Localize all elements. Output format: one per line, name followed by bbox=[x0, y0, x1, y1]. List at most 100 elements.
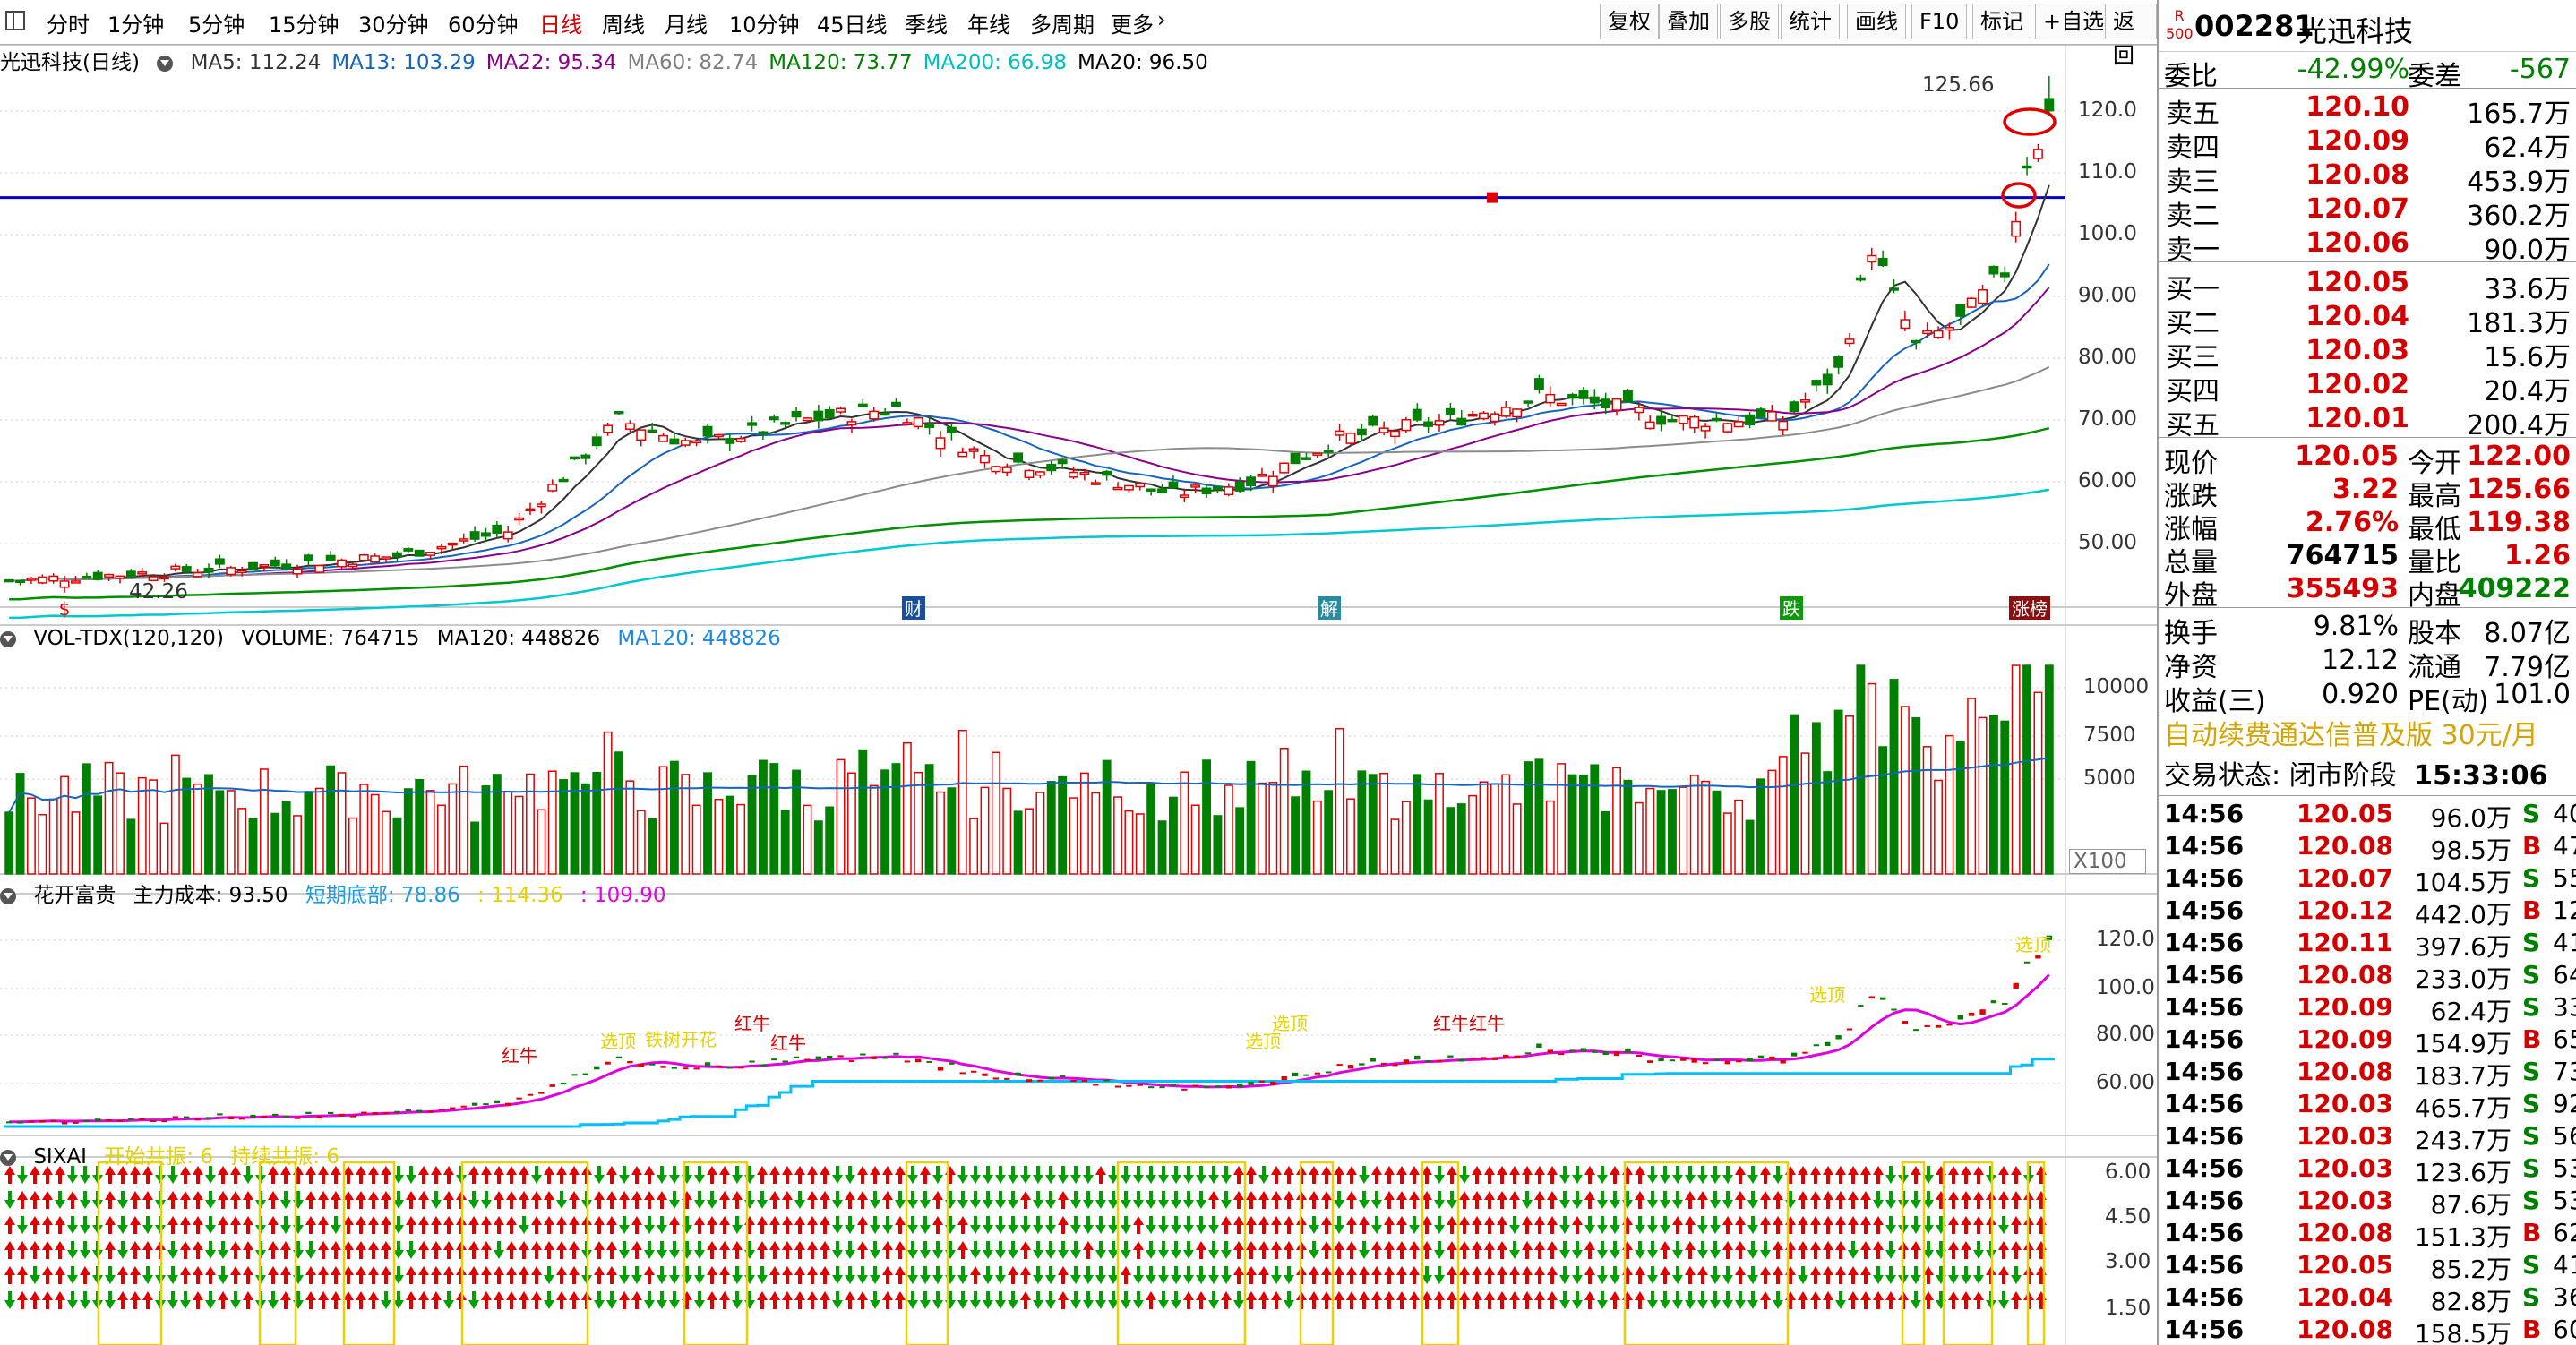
period-tab[interactable]: 45日线 bbox=[817, 13, 888, 38]
volume-bar bbox=[159, 822, 169, 875]
hk-candle bbox=[261, 1115, 268, 1118]
ask-row[interactable]: 卖三 120.08 453.9万 bbox=[2159, 158, 2576, 198]
volume-bar bbox=[1479, 781, 1489, 875]
promo-banner[interactable]: 自动续费通达信普及版 30元/月 bbox=[2164, 720, 2538, 751]
sixai-down-arrow bbox=[657, 1241, 667, 1259]
period-tab[interactable]: 多周期 bbox=[1030, 13, 1095, 38]
vol-axis-tick: 10000 bbox=[2083, 675, 2150, 698]
hk-candle bbox=[538, 1092, 545, 1094]
hk-candle bbox=[1514, 1055, 1520, 1058]
hk-annotation: 选顶 bbox=[600, 1031, 636, 1052]
sixai-down-arrow bbox=[1221, 1266, 1232, 1284]
sixai-up-arrow bbox=[1760, 1216, 1771, 1234]
sixai-down-arrow bbox=[1183, 1241, 1194, 1259]
toolbar-button[interactable]: 叠加 bbox=[1659, 4, 1718, 39]
sixai-up-arrow bbox=[443, 1191, 454, 1209]
volume-bar bbox=[1778, 756, 1788, 875]
chart-area[interactable]: 分时 1分钟 5分钟 15分钟 30分钟 60分钟 日线 周线 月线 10分钟 45日线 季线 年线 多周… bbox=[0, 0, 2157, 1345]
bid-row[interactable]: 买三 120.03 15.6万 bbox=[2159, 333, 2576, 373]
toolbar-button[interactable]: 多股 bbox=[1720, 4, 1779, 39]
bid-row[interactable]: 买五 120.01 200.4万 bbox=[2159, 401, 2576, 441]
period-tab[interactable]: 1分钟 bbox=[107, 13, 165, 38]
hk-candle bbox=[1004, 1077, 1010, 1080]
toolbar-button[interactable]: 画线 bbox=[1847, 4, 1906, 39]
hk-candle bbox=[648, 1063, 656, 1066]
candle-body bbox=[115, 575, 125, 579]
sixai-up-arrow bbox=[1534, 1191, 1545, 1209]
tick-side: S bbox=[2522, 928, 2541, 957]
sixai-down-arrow bbox=[757, 1191, 768, 1209]
sixai-down-arrow bbox=[1747, 1241, 1758, 1259]
sixai-down-arrow bbox=[1070, 1191, 1081, 1209]
period-tab[interactable]: 分时 bbox=[47, 13, 90, 38]
candle-body bbox=[580, 454, 591, 459]
period-tab[interactable]: 日线 bbox=[539, 13, 582, 38]
dropdown-icon[interactable] bbox=[0, 630, 16, 647]
sixai-down-arrow bbox=[1171, 1166, 1181, 1184]
sixai-up-arrow bbox=[1923, 1291, 1934, 1309]
sixai-up-arrow bbox=[807, 1291, 818, 1309]
dropdown-icon[interactable] bbox=[157, 55, 174, 72]
sixai-up-arrow bbox=[1258, 1241, 1269, 1259]
period-tab[interactable]: 15分钟 bbox=[269, 13, 339, 38]
hk-candle bbox=[1647, 1060, 1653, 1063]
layout-toggle-icon[interactable] bbox=[5, 11, 25, 30]
period-tab[interactable]: 更多 bbox=[1111, 13, 1154, 38]
sixai-down-arrow bbox=[1033, 1241, 1043, 1259]
ask-row[interactable]: 卖二 120.07 360.2万 bbox=[2159, 192, 2576, 232]
period-tab[interactable]: 60分钟 bbox=[448, 13, 519, 38]
candle-body bbox=[1822, 373, 1833, 386]
ask-row[interactable]: 卖四 120.09 62.4万 bbox=[2159, 124, 2576, 164]
toolbar-button[interactable]: 标记 bbox=[1972, 4, 2031, 39]
toolbar-button[interactable]: F10 bbox=[1911, 4, 1968, 39]
volume-bar bbox=[980, 786, 990, 875]
ask-row[interactable]: 卖五 120.10 165.7万 bbox=[2159, 90, 2576, 130]
toolbar-button[interactable]: 统计 bbox=[1781, 4, 1840, 39]
hk-candle bbox=[1669, 1059, 1676, 1062]
sixai-up-arrow bbox=[1221, 1216, 1232, 1234]
bid-row[interactable]: 买一 120.05 33.6万 bbox=[2159, 265, 2576, 305]
bid-row[interactable]: 买四 120.02 20.4万 bbox=[2159, 367, 2576, 407]
dropdown-icon[interactable] bbox=[0, 1149, 16, 1166]
ask-row[interactable]: 卖一 120.06 90.0万 bbox=[2159, 226, 2576, 266]
period-tab[interactable]: 30分钟 bbox=[358, 13, 429, 38]
period-tab[interactable]: 季线 bbox=[905, 13, 948, 38]
volume-bar bbox=[326, 765, 336, 875]
sixai-up-arrow bbox=[707, 1291, 717, 1309]
chevron-right-icon[interactable]: › bbox=[1157, 7, 1166, 32]
sixai-down-arrow bbox=[832, 1241, 843, 1259]
dropdown-icon[interactable] bbox=[0, 887, 16, 904]
period-tab[interactable]: 5分钟 bbox=[188, 13, 245, 38]
sixai-up-arrow bbox=[1384, 1266, 1395, 1284]
period-tab[interactable]: 周线 bbox=[602, 13, 645, 38]
candle-body bbox=[314, 564, 325, 573]
price-axis-tick: 80.00 bbox=[2078, 346, 2137, 369]
sixai-up-arrow bbox=[1522, 1266, 1533, 1284]
sixai-up-arrow bbox=[794, 1291, 805, 1309]
period-tab[interactable]: 年线 bbox=[967, 13, 1010, 38]
candle-body bbox=[1644, 421, 1655, 430]
candle-body bbox=[1500, 407, 1511, 417]
sixai-up-arrow bbox=[1183, 1291, 1194, 1309]
sixai-down-arrow bbox=[907, 1266, 918, 1284]
chart-canvas[interactable]: $ 财解跌涨榜红牛红牛选顶 铁树开花红牛 选顶 红牛选顶红牛选顶选顶 bbox=[0, 0, 2157, 1345]
bid-row[interactable]: 买二 120.04 181.3万 bbox=[2159, 299, 2576, 339]
sixai-up-arrow bbox=[30, 1191, 40, 1209]
period-tab[interactable]: 10分钟 bbox=[729, 13, 800, 38]
sixai-up-arrow bbox=[1020, 1266, 1031, 1284]
toolbar-button[interactable]: 返回 bbox=[2105, 4, 2157, 68]
toolbar-button[interactable]: +自选 bbox=[2035, 4, 2113, 39]
hk-annotation: 红牛 bbox=[770, 1032, 806, 1054]
period-tab[interactable]: 月线 bbox=[665, 13, 708, 38]
sixai-down-arrow bbox=[1572, 1166, 1583, 1184]
candle-body bbox=[425, 552, 436, 556]
volume-bar bbox=[1157, 820, 1167, 875]
sixai-down-arrow bbox=[268, 1291, 279, 1309]
sixai-up-arrow bbox=[331, 1241, 341, 1259]
candle-body bbox=[1778, 420, 1789, 431]
toolbar-button[interactable]: 复权 bbox=[1600, 4, 1659, 39]
weicha-label: 委差 bbox=[2408, 61, 2461, 92]
candle-body bbox=[2044, 98, 2055, 112]
sixai-down-arrow bbox=[1171, 1191, 1181, 1209]
sixai-up-arrow bbox=[218, 1291, 228, 1309]
